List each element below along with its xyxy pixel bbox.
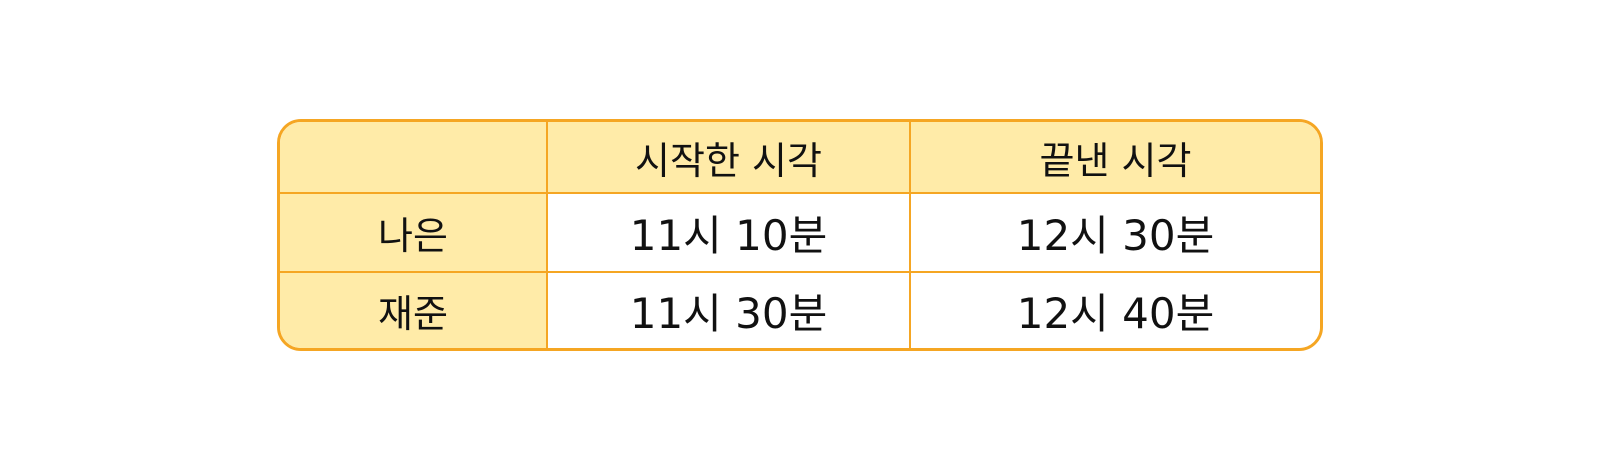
end-time-cell: 12시 30분 (910, 193, 1320, 273)
table-row: 재준 11시 30분 12시 40분 (280, 272, 1320, 348)
row-name-cell: 나은 (280, 193, 548, 273)
table-row: 나은 11시 10분 12시 30분 (280, 193, 1320, 273)
start-time-cell: 11시 30분 (547, 272, 911, 348)
header-end-time: 끝낸 시각 (910, 122, 1320, 194)
start-time-cell: 11시 10분 (547, 193, 911, 273)
time-table: 시작한 시각 끝낸 시각 나은 11시 10분 12시 30분 재준 11시 3… (277, 119, 1323, 351)
end-time-cell: 12시 40분 (910, 272, 1320, 348)
table-header-row: 시작한 시각 끝낸 시각 (280, 122, 1320, 194)
header-empty-cell (280, 122, 548, 194)
row-name-cell: 재준 (280, 272, 548, 348)
header-start-time: 시작한 시각 (547, 122, 911, 194)
time-table-grid: 시작한 시각 끝낸 시각 나은 11시 10분 12시 30분 재준 11시 3… (280, 122, 1320, 348)
